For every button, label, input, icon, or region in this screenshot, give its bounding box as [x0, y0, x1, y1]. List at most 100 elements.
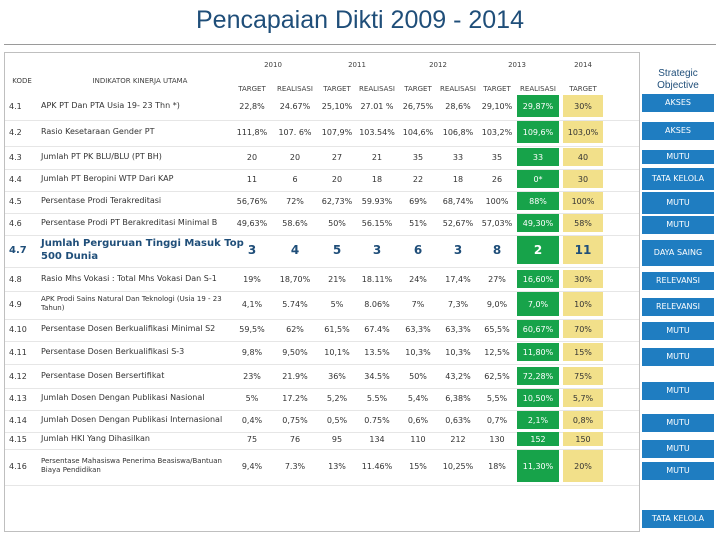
row-value: 3	[453, 243, 463, 257]
row-indicator: Jumlah HKI Yang Dihasilkan	[41, 434, 150, 443]
strategic-objective-badge: MUTU	[642, 462, 714, 480]
row-divider	[5, 235, 639, 236]
row-value: 7,3%	[447, 299, 469, 309]
strategic-objective-badge: MUTU	[642, 192, 714, 214]
row-value: 4,1%	[241, 299, 263, 309]
row-value: 5,5%	[486, 393, 508, 403]
row-divider	[5, 191, 639, 192]
row-divider	[5, 169, 639, 170]
row-value: 8	[492, 243, 502, 257]
row-value: 67.4%	[364, 324, 390, 334]
header-year: 2014	[574, 61, 592, 69]
strategic-objective-badge: DAYA SAING	[642, 240, 714, 266]
title-divider	[4, 44, 716, 45]
row-indicator: Persentase Prodi Terakreditasi	[41, 196, 162, 205]
row-value: 16,60%	[517, 270, 559, 288]
row-value: 72%	[286, 196, 304, 206]
row-value: 21	[371, 152, 383, 162]
row-value: 100%	[485, 196, 509, 206]
row-value: 10%	[563, 292, 603, 316]
row-value: 107,9%	[321, 127, 353, 137]
row-value: 61,5%	[324, 324, 350, 334]
row-indicator: APK Prodi Sains Natural Dan Teknologi (U…	[41, 295, 222, 312]
row-value: 26	[491, 174, 503, 184]
row-value: 33	[452, 152, 464, 162]
row-kode: 4.10	[9, 324, 27, 334]
strategic-objective-badge: MUTU	[642, 348, 714, 366]
row-value: 2,1%	[517, 411, 559, 429]
row-value: 49,63%	[236, 218, 268, 228]
row-divider	[5, 485, 639, 486]
row-value: 150	[563, 432, 603, 446]
row-kode: 4.8	[9, 274, 22, 284]
row-value: 20	[289, 152, 301, 162]
row-value: 5.5%	[366, 393, 388, 403]
row-kode: 4.9	[9, 299, 22, 309]
row-value: 5,7%	[563, 389, 603, 407]
header-sub: TARGET	[323, 85, 351, 93]
row-value: 24.67%	[279, 101, 311, 111]
row-indicator: APK PT Dan PTA Usia 19- 23 Thn *)	[41, 101, 180, 110]
row-kode: 4.12	[9, 371, 27, 381]
row-value: 104,6%	[402, 127, 434, 137]
header-sub: TARGET	[404, 85, 432, 93]
header-sub: TARGET	[483, 85, 511, 93]
row-value: 20	[331, 174, 343, 184]
row-kode: 4.2	[9, 127, 22, 137]
row-value: 27%	[488, 274, 506, 284]
kpi-table: KODE INDIKATOR KINERJA UTAMA 2010 2011 2012 2…	[4, 52, 640, 532]
header-kode: KODE	[12, 77, 32, 85]
row-divider	[5, 410, 639, 411]
row-indicator: Persentase Mahasiswa Penerima Beasiswa/B…	[41, 457, 222, 474]
row-value: 51%	[409, 218, 427, 228]
row-value: 20%	[563, 450, 603, 482]
row-value: 27.01 %	[360, 101, 394, 111]
row-value: 109,6%	[517, 121, 559, 143]
row-value: 6,38%	[445, 393, 471, 403]
row-indicator: Persentase Prodi PT Berakreditasi Minima…	[41, 218, 218, 227]
row-value: 40	[563, 148, 603, 166]
row-value: 58%	[563, 214, 603, 232]
row-divider	[5, 364, 639, 365]
row-value: 110	[410, 434, 426, 444]
strategic-objective-badge: RELEVANSI	[642, 298, 714, 316]
strategic-objective-badge: TATA KELOLA	[642, 510, 714, 528]
strategic-objective-badge: MUTU	[642, 440, 714, 458]
row-value: 10,3%	[445, 347, 471, 357]
row-value: 50%	[328, 218, 346, 228]
row-value: 3	[372, 243, 382, 257]
row-kode: 4.13	[9, 393, 27, 403]
row-value: 7%	[411, 299, 425, 309]
row-kode: 4.5	[9, 196, 22, 206]
row-value: 50%	[409, 371, 427, 381]
page-title: Pencapaian Dikti 2009 - 2014	[195, 6, 524, 34]
row-value: 72,28%	[517, 367, 559, 385]
row-kode: 4.1	[9, 101, 22, 111]
row-value: 107. 6%	[278, 127, 312, 137]
header-year: 2011	[348, 61, 366, 69]
header-sub: TARGET	[238, 85, 266, 93]
row-value: 0,5%	[326, 415, 348, 425]
row-value: 62%	[286, 324, 304, 334]
row-value: 7,0%	[517, 292, 559, 316]
row-value: 30%	[563, 270, 603, 288]
row-kode: 4.3	[9, 152, 22, 162]
row-value: 35	[412, 152, 424, 162]
row-value: 0,6%	[407, 415, 429, 425]
row-value: 18	[452, 174, 464, 184]
row-value: 33	[517, 148, 559, 166]
row-value: 103,0%	[563, 121, 603, 143]
row-divider	[5, 319, 639, 320]
row-indicator: Persentase Dosen Berkualifikasi Minimal …	[41, 324, 216, 333]
row-value: 11	[246, 174, 258, 184]
row-value: 62,73%	[321, 196, 353, 206]
header-year: 2012	[429, 61, 447, 69]
row-kode: 4.14	[9, 415, 27, 425]
row-value: 5%	[330, 299, 344, 309]
row-value: 43,2%	[445, 371, 471, 381]
row-value: 19%	[243, 274, 261, 284]
row-value: 9,8%	[241, 347, 263, 357]
header-year: 2013	[508, 61, 526, 69]
row-value: 0,63%	[445, 415, 471, 425]
row-value: 10,1%	[324, 347, 350, 357]
